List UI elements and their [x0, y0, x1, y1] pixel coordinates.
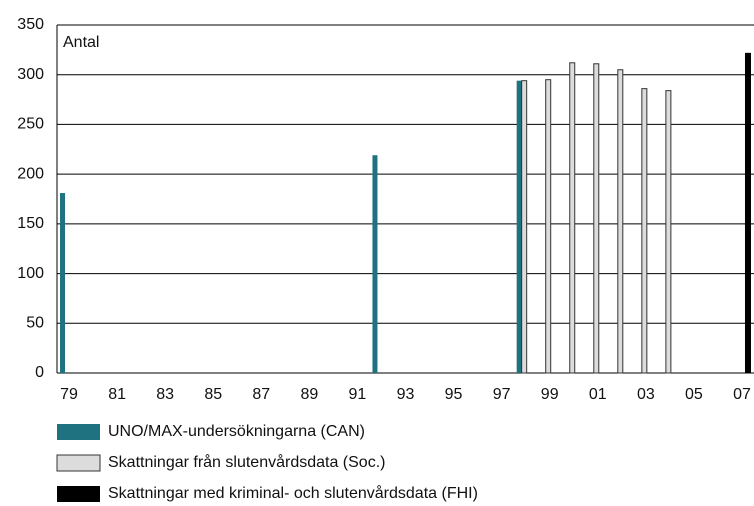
x-tick-label: 85 — [204, 386, 222, 403]
bar — [372, 155, 378, 373]
legend-label: Skattningar med kriminal- och slutenvård… — [108, 484, 478, 502]
legend-swatch — [57, 486, 100, 502]
x-tick-label: 83 — [156, 386, 174, 403]
x-tick-label: 91 — [349, 386, 367, 403]
bar — [744, 52, 751, 374]
y-tick-label: 350 — [17, 16, 44, 33]
y-tick-label: 250 — [17, 116, 44, 133]
bar — [521, 80, 528, 374]
y-axis-label: Antal — [63, 34, 99, 51]
bar — [665, 90, 672, 374]
bar — [569, 62, 576, 374]
x-tick-label: 93 — [397, 386, 415, 403]
x-tick-label: 81 — [108, 386, 126, 403]
bar — [516, 80, 522, 374]
legend-swatch — [57, 424, 100, 440]
bar — [617, 69, 624, 374]
bar — [593, 63, 600, 374]
legend-label: UNO/MAX-undersökningarna (CAN) — [108, 423, 365, 440]
x-tick-label: 89 — [300, 386, 318, 403]
x-tick-label: 95 — [445, 386, 463, 403]
y-tick-label: 50 — [26, 315, 44, 332]
y-tick-label: 150 — [17, 215, 44, 232]
x-tick-label: 05 — [685, 386, 703, 403]
bar — [60, 193, 66, 373]
x-tick-label: 79 — [60, 386, 78, 403]
bar — [641, 88, 648, 374]
x-tick-label: 87 — [252, 386, 270, 403]
x-tick-label: 01 — [589, 386, 607, 403]
y-tick-label: 200 — [17, 165, 44, 182]
y-tick-label: 0 — [35, 364, 44, 381]
y-tick-label: 300 — [17, 66, 44, 83]
x-tick-label: 07 — [733, 386, 751, 403]
legend-label: Skattningar från slutenvårdsdata (Soc.) — [108, 453, 385, 471]
x-tick-label: 97 — [493, 386, 511, 403]
x-tick-label: 99 — [541, 386, 559, 403]
x-tick-label: 03 — [637, 386, 655, 403]
legend-swatch — [56, 454, 101, 472]
bar — [545, 79, 552, 374]
y-tick-label: 100 — [17, 265, 44, 282]
